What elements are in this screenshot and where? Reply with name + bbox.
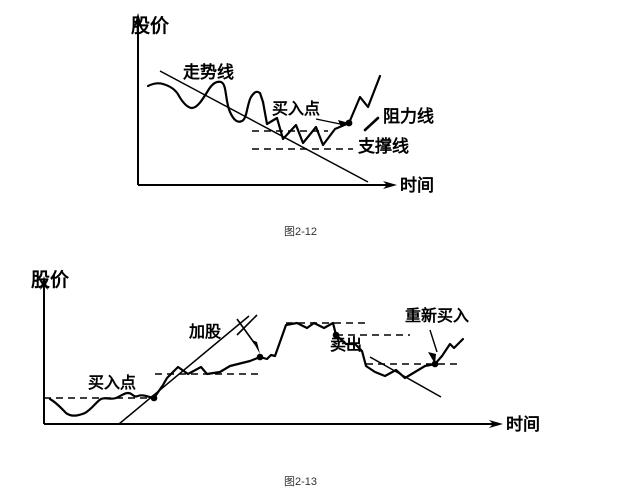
svg-text:买入点: 买入点 [272, 99, 320, 118]
svg-text:重新买入: 重新买入 [405, 306, 469, 325]
svg-text:股价: 股价 [131, 15, 170, 37]
svg-text:卖出: 卖出 [330, 335, 362, 354]
svg-text:加股: 加股 [188, 323, 222, 341]
svg-text:走势线: 走势线 [183, 62, 234, 82]
svg-text:图2-12: 图2-12 [284, 225, 317, 238]
svg-text:股价: 股价 [31, 269, 70, 291]
svg-text:买入点: 买入点 [88, 373, 136, 392]
svg-text:图2-13: 图2-13 [284, 475, 317, 488]
svg-text:时间: 时间 [506, 414, 540, 434]
svg-text:支撑线: 支撑线 [358, 136, 409, 156]
svg-text:时间: 时间 [400, 175, 434, 195]
svg-text:阻力线: 阻力线 [383, 106, 434, 126]
